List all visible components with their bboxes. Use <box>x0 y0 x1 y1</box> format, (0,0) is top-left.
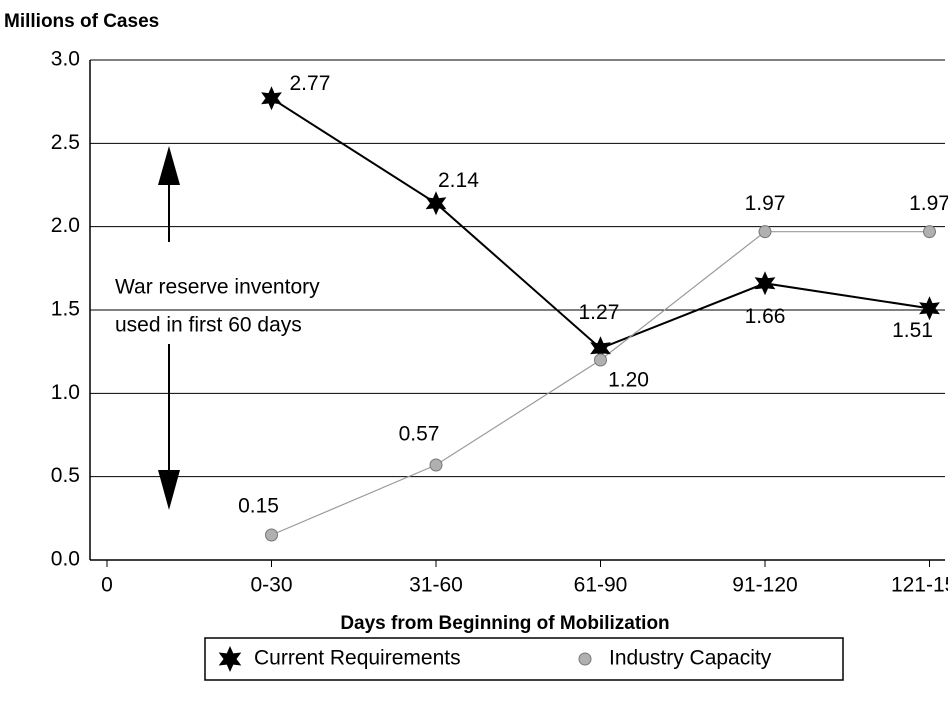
y-tick-label: 1.5 <box>51 298 80 321</box>
x-tick-label: 31-60 <box>409 574 463 597</box>
legend-box <box>204 637 844 681</box>
data-label: 1.97 <box>909 192 948 215</box>
data-label: 0.15 <box>238 495 279 518</box>
marker <box>425 191 447 216</box>
y-tick-label: 2.0 <box>51 214 80 237</box>
marker <box>754 271 776 296</box>
x-tick-label: 61-90 <box>574 574 628 597</box>
data-label: 1.66 <box>745 305 786 328</box>
x-tick-label: 0 <box>101 574 113 597</box>
series-line <box>271 231 930 536</box>
data-label: 0.57 <box>399 423 440 446</box>
x-tick-label: 0-30 <box>250 574 292 597</box>
x-axis-label: Days from Beginning of Mobilization <box>340 613 669 634</box>
legend-label: Industry Capacity <box>609 647 772 670</box>
marker <box>590 336 611 361</box>
x-tick-label: 91-120 <box>732 574 797 597</box>
annotation-arrows <box>158 146 180 510</box>
marker <box>923 225 936 239</box>
data-label: 1.20 <box>608 369 649 392</box>
marker <box>919 296 940 321</box>
y-tick-label: 0.0 <box>51 548 80 571</box>
legend-label: Current Requirements <box>254 647 461 670</box>
marker <box>429 458 443 472</box>
marker <box>265 528 278 542</box>
data-label: 2.77 <box>290 72 331 95</box>
annotation: War reserve inventory <box>115 276 320 299</box>
marker <box>578 652 592 666</box>
y-tick-label: 1.0 <box>51 381 80 404</box>
marker <box>218 646 242 672</box>
marker <box>758 225 772 239</box>
data-label: 1.97 <box>745 192 786 215</box>
annotation: used in first 60 days <box>115 314 302 337</box>
y-tick-label: 3.0 <box>51 48 80 71</box>
marker <box>594 353 607 367</box>
chart-title: Millions of Cases <box>4 11 159 32</box>
data-label: 1.27 <box>579 301 620 324</box>
data-label: 1.51 <box>892 319 933 342</box>
data-label: 2.14 <box>438 169 479 192</box>
x-tick-label: 121-150 <box>891 574 948 597</box>
y-tick-label: 0.5 <box>51 464 80 487</box>
y-tick-label: 2.5 <box>51 131 80 154</box>
marker <box>261 86 282 111</box>
